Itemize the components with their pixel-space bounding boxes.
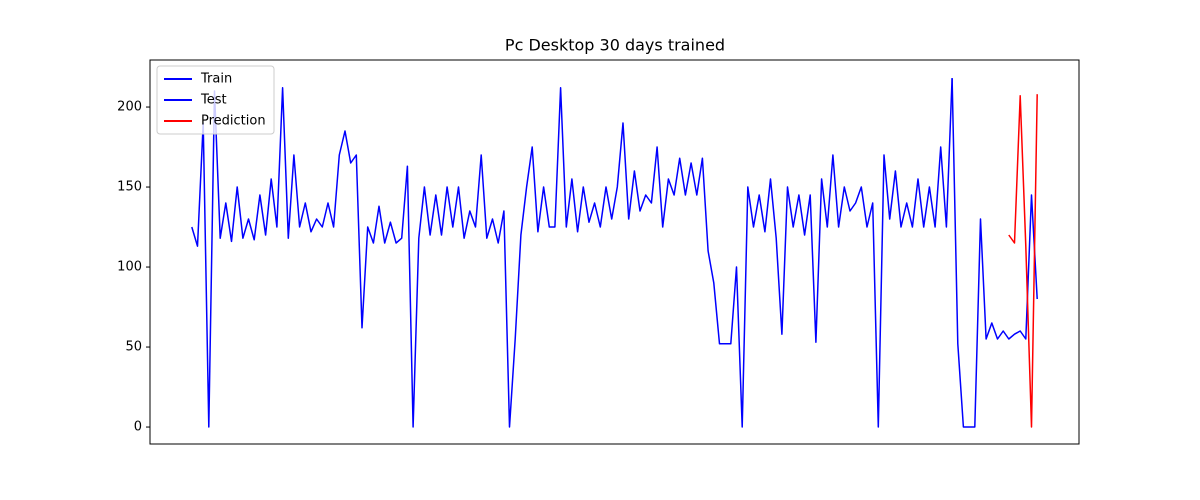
y-tick-label: 150	[117, 180, 142, 195]
y-tick-label: 200	[117, 100, 142, 115]
series-line	[191, 78, 953, 428]
series-line	[1008, 94, 1038, 428]
legend-box	[156, 65, 275, 135]
series-line	[951, 78, 1038, 428]
legend-label: Prediction	[201, 114, 266, 129]
plot-frame	[149, 59, 1080, 445]
chart-title: Pc Desktop 30 days trained	[505, 36, 725, 55]
legend-label: Test	[200, 93, 227, 108]
y-tick-label: 50	[125, 340, 142, 355]
legend-label: Train	[200, 72, 232, 87]
y-tick-label: 100	[117, 260, 142, 275]
y-tick-label: 0	[134, 420, 142, 435]
